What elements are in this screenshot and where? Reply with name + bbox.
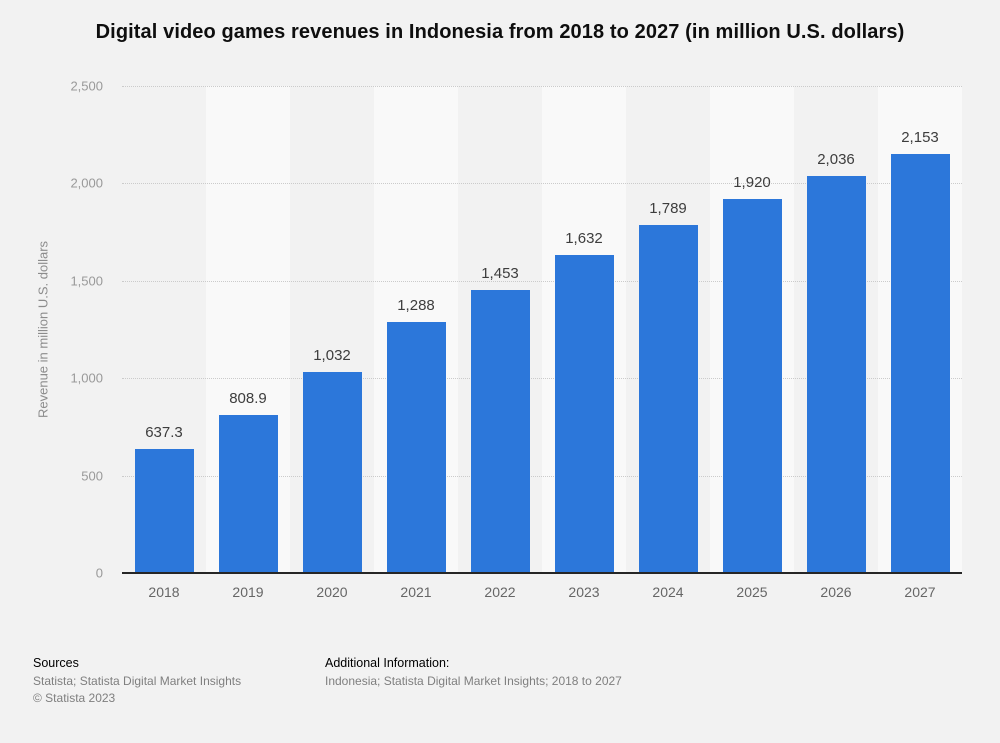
y-axis-tick-label-0: 0 [95, 565, 103, 581]
bar-value-label-2020: 1,032 [313, 346, 351, 364]
bar-2018 [134, 448, 194, 573]
sources-block: Sources Statista; Statista Digital Marke… [33, 656, 313, 708]
x-axis-tick-label-2021: 2021 [400, 584, 432, 600]
chart-title: Digital video games revenues in Indonesi… [95, 21, 905, 43]
x-axis-tick-label-2023: 2023 [568, 584, 600, 600]
x-axis-line [122, 572, 962, 574]
x-axis-tick-label-2027: 2027 [904, 584, 936, 600]
bar-2020 [302, 371, 362, 573]
y-axis-tick-label-2500: 2,500 [70, 78, 103, 94]
x-axis-tick-label-2020: 2020 [316, 584, 348, 600]
bar-value-label-2025: 1,920 [733, 173, 771, 191]
x-axis-tick-label-2025: 2025 [736, 584, 768, 600]
bar-2026 [806, 176, 866, 573]
x-axis-tick-label-2026: 2026 [820, 584, 852, 600]
bar-2019 [218, 415, 278, 573]
additional-info-text: Indonesia; Statista Digital Market Insig… [325, 674, 622, 688]
gridline-1500 [122, 280, 962, 282]
bar-value-label-2026: 2,036 [817, 151, 855, 169]
bar-value-label-2018: 637.3 [145, 423, 183, 441]
y-axis-tick-label-2000: 2,000 [70, 175, 103, 191]
bar-value-label-2019: 808.9 [229, 390, 267, 408]
x-axis-tick-label-2022: 2022 [484, 584, 516, 600]
bar-2027 [890, 153, 950, 573]
additional-info-block: Additional Information: Indonesia; Stati… [325, 656, 825, 691]
copyright-text: © Statista 2023 [33, 691, 116, 705]
additional-info-heading: Additional Information: [325, 656, 450, 670]
bar-value-label-2027: 2,153 [901, 128, 939, 146]
y-axis-tick-label-1000: 1,000 [70, 370, 103, 386]
bar-2025 [722, 198, 782, 573]
x-axis-tick-labels: 2018 2019 2020 2021 2022 2023 2024 2025 2026 2027 [122, 584, 962, 604]
y-axis-tick-label-500: 500 [81, 468, 103, 484]
bar-2023 [554, 255, 614, 573]
x-axis-tick-label-2019: 2019 [232, 584, 264, 600]
y-axis-tick-label-1500: 1,500 [70, 273, 103, 289]
gridline-1000 [122, 378, 962, 380]
y-axis-tick-labels: 0 500 1,000 1,500 2,000 2,500 [0, 79, 103, 581]
plot-area: 637.3 808.9 1,032 1,288 1,453 1,632 1,789 1,920… [122, 86, 962, 573]
x-axis-tick-label-2024: 2024 [652, 584, 684, 600]
gridline-2000 [122, 183, 962, 185]
bar-value-label-2021: 1,288 [397, 297, 435, 315]
bar-value-label-2023: 1,632 [565, 230, 603, 248]
bar-value-label-2022: 1,453 [481, 264, 519, 282]
x-axis-tick-label-2018: 2018 [148, 584, 180, 600]
bar-2022 [470, 289, 530, 573]
sources-text: Statista; Statista Digital Market Insigh… [33, 674, 242, 688]
sources-heading: Sources [33, 656, 79, 670]
gridline-2500 [122, 86, 962, 87]
bar-value-label-2024: 1,789 [649, 199, 687, 217]
bar-2024 [638, 224, 698, 573]
bar-2021 [386, 322, 446, 573]
gridline-500 [122, 475, 962, 477]
